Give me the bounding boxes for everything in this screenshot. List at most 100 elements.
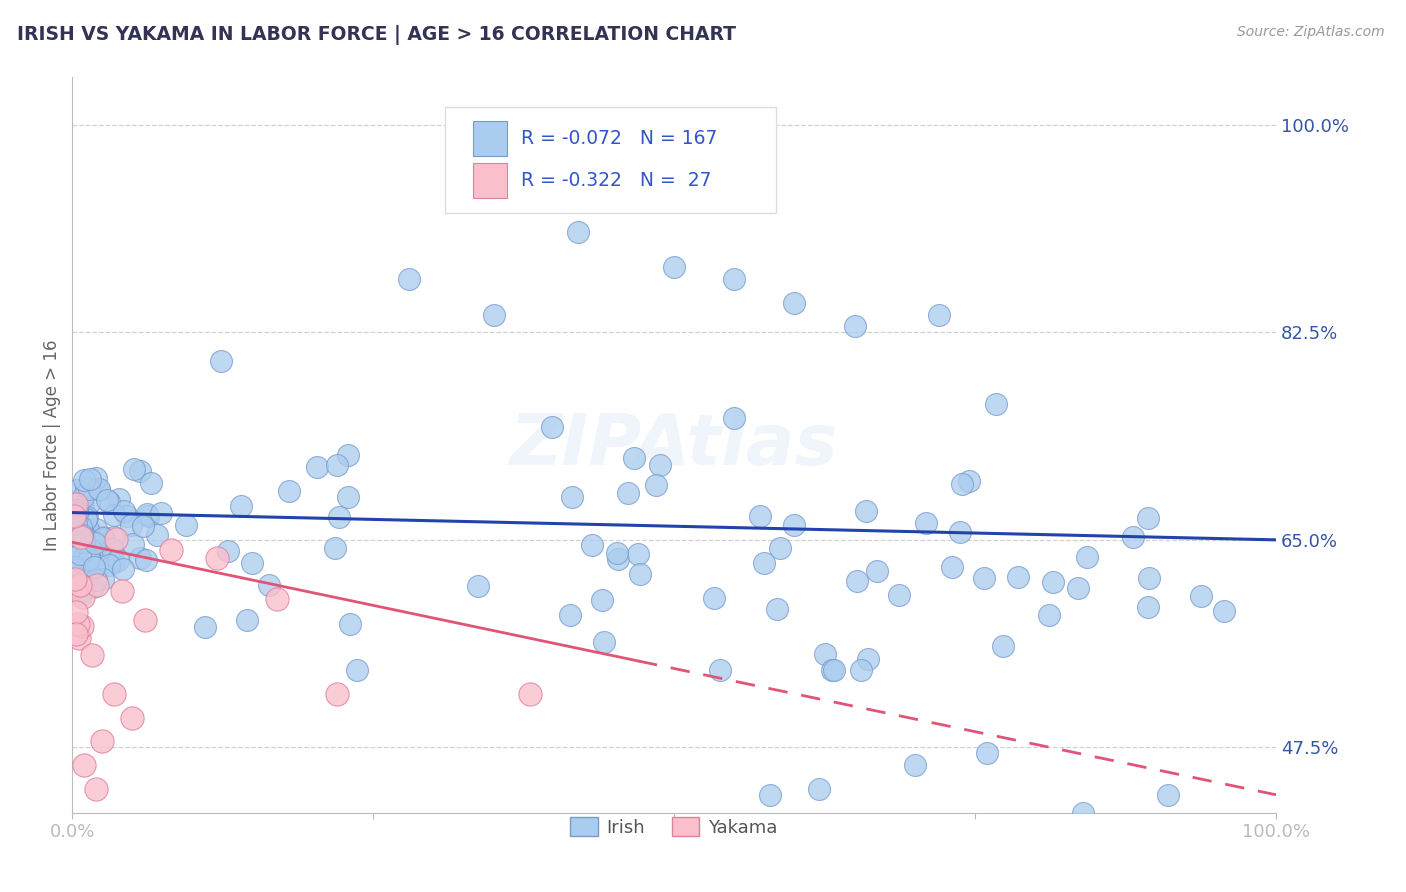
Point [66, 483, 89, 497]
Point [866, 565, 889, 579]
Point [1076, 549, 1098, 564]
Text: R = -0.322   N =  27: R = -0.322 N = 27 [522, 171, 711, 190]
Point [103, 687, 125, 701]
Point [72, 531, 94, 545]
Point [76, 510, 98, 524]
Point [62, 526, 84, 541]
Point [1213, 604, 1236, 618]
Point [949, 524, 972, 539]
Point [70, 574, 93, 589]
Point [128, 464, 150, 478]
Point [1137, 571, 1160, 585]
Point [323, 541, 346, 555]
Point [103, 555, 125, 569]
Point [103, 508, 125, 523]
Point [65, 605, 87, 619]
Point [337, 448, 360, 462]
Point [72, 619, 94, 633]
Point [82, 648, 104, 662]
Point [115, 508, 138, 523]
Text: IRISH VS YAKAMA IN LABOR FORCE | AGE > 16 CORRELATION CHART: IRISH VS YAKAMA IN LABOR FORCE | AGE > 1… [17, 25, 735, 45]
Point [174, 518, 197, 533]
Point [65, 503, 87, 517]
Point [337, 490, 360, 504]
Point [540, 420, 562, 434]
Point [561, 490, 583, 504]
Point [77, 495, 100, 509]
Point [111, 584, 134, 599]
Point [121, 711, 143, 725]
Point [83, 535, 105, 549]
Point [467, 579, 489, 593]
Point [129, 551, 152, 566]
Point [79, 552, 101, 566]
Point [662, 260, 685, 274]
Point [65, 516, 87, 530]
Point [567, 225, 589, 239]
Point [266, 592, 288, 607]
Point [1137, 600, 1160, 615]
Point [134, 613, 156, 627]
Point [136, 507, 159, 521]
Point [107, 553, 129, 567]
Point [950, 476, 973, 491]
Point [627, 547, 650, 561]
Point [904, 758, 927, 772]
Point [122, 537, 145, 551]
Point [766, 601, 789, 615]
Point [105, 532, 128, 546]
Point [112, 504, 135, 518]
Point [135, 552, 157, 566]
Point [1007, 570, 1029, 584]
Point [66, 564, 89, 578]
Point [63, 548, 86, 562]
Point [160, 542, 183, 557]
Point [759, 788, 782, 802]
Point [91, 734, 114, 748]
Point [79, 554, 101, 568]
Point [72, 499, 94, 513]
Point [72, 527, 94, 541]
Point [69, 547, 91, 561]
Point [973, 570, 995, 584]
Point [108, 491, 131, 506]
Point [768, 541, 790, 555]
Point [1042, 574, 1064, 589]
Point [82, 580, 104, 594]
Point [63, 533, 86, 548]
Y-axis label: In Labor Force | Age > 16: In Labor Force | Age > 16 [44, 339, 60, 550]
Point [209, 354, 232, 368]
Point [62, 508, 84, 523]
Text: ZIPAtlas: ZIPAtlas [510, 410, 838, 480]
Point [93, 531, 115, 545]
Point [941, 559, 963, 574]
Point [79, 472, 101, 486]
Point [205, 550, 228, 565]
Point [820, 663, 842, 677]
Point [66, 506, 89, 520]
Point [136, 509, 159, 524]
Point [72, 590, 94, 604]
Point [146, 528, 169, 542]
Legend: Irish, Yakama: Irish, Yakama [564, 810, 785, 844]
Point [84, 471, 107, 485]
Point [75, 480, 97, 494]
Point [846, 574, 869, 589]
Point [1122, 530, 1144, 544]
Point [79, 542, 101, 557]
Point [65, 626, 87, 640]
Point [957, 474, 980, 488]
Point [749, 508, 772, 523]
Point [66, 542, 89, 557]
Point [592, 635, 614, 649]
Point [326, 687, 349, 701]
Point [103, 530, 125, 544]
FancyBboxPatch shape [472, 162, 506, 198]
Point [1136, 510, 1159, 524]
Point [823, 663, 845, 677]
Point [1038, 607, 1060, 622]
Point [519, 687, 541, 701]
Point [70, 588, 93, 602]
Point [855, 504, 877, 518]
Point [703, 591, 725, 605]
